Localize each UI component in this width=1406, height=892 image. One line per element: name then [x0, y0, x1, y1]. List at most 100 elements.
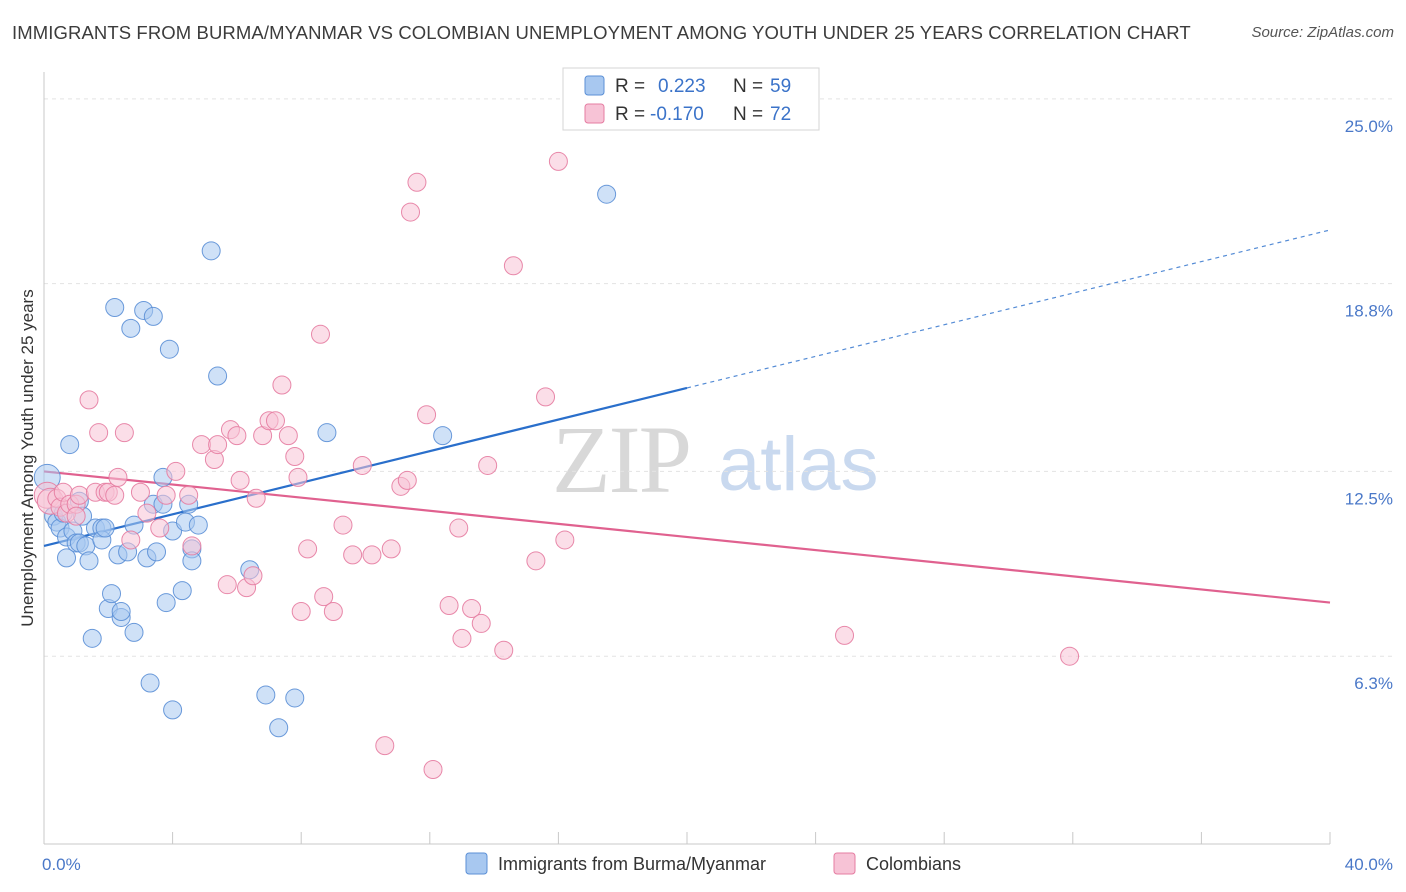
y-tick-label-1: 12.5%: [1345, 489, 1393, 508]
point-series-1-49: [343, 545, 363, 565]
point-series-1-61: [449, 518, 469, 538]
legend-r-label-colombians: R =: [615, 104, 645, 125]
point-series-1-40: [278, 426, 298, 446]
point-series-0-56: [597, 184, 617, 204]
point-series-1-52: [375, 736, 395, 756]
point-series-1-50: [352, 455, 372, 475]
legend-n-label-colombians: N =: [733, 104, 763, 125]
watermark-atlas: atlas: [718, 422, 879, 507]
point-series-1-69: [536, 387, 556, 407]
point-series-1-63: [462, 599, 482, 619]
point-series-1-25: [182, 536, 202, 556]
bottom-legend-label-burma: Immigrants from Burma/Myanmar: [498, 854, 766, 874]
series-colombians-points: [33, 151, 1080, 779]
point-series-0-33: [143, 306, 163, 326]
point-series-1-21: [150, 518, 170, 538]
point-series-1-67: [503, 256, 523, 276]
trend-extension-series-0: [686, 229, 1331, 389]
point-series-1-10: [79, 390, 99, 410]
legend-r-label-burma: R =: [615, 76, 645, 97]
point-series-1-56: [401, 202, 421, 222]
tick-labels: 6.3% 12.5% 18.8% 25.0% 0.0% 40.0%: [42, 117, 1393, 874]
point-series-0-53: [285, 688, 305, 708]
chart-title: IMMIGRANTS FROM BURMA/MYANMAR VS COLOMBI…: [12, 22, 1191, 43]
point-series-1-32: [230, 470, 250, 490]
point-series-1-24: [179, 485, 199, 505]
grid-lines: [44, 98, 1392, 657]
x-tick-label-1: 40.0%: [1345, 855, 1393, 874]
y-tick-label-3: 25.0%: [1345, 117, 1393, 136]
chart-source: Source: ZipAtlas.com: [1251, 24, 1394, 41]
point-series-1-47: [323, 602, 343, 622]
point-series-0-21: [102, 584, 122, 604]
legend-r-value-colombians: -0.170: [650, 104, 704, 125]
bottom-legend-label-colombians: Colombians: [866, 854, 961, 874]
point-series-0-32: [140, 673, 160, 693]
point-series-0-19: [95, 518, 115, 538]
point-series-1-28: [208, 435, 228, 455]
watermark-zip: ZIP: [552, 406, 690, 513]
point-series-1-16: [108, 467, 128, 487]
legend-n-value-colombians: 72: [770, 104, 791, 125]
bottom-legend-swatch-burma: [465, 852, 488, 875]
watermark: ZIP atlas: [552, 406, 879, 513]
x-tick-label-0: 0.0%: [42, 855, 81, 874]
point-series-1-31: [227, 426, 247, 446]
point-series-1-41: [285, 447, 305, 467]
point-series-1-57: [407, 172, 427, 192]
point-series-0-38: [156, 593, 176, 613]
point-series-0-15: [82, 628, 102, 648]
point-series-0-39: [159, 339, 179, 359]
point-series-1-44: [298, 539, 318, 559]
point-series-1-64: [471, 613, 491, 633]
point-series-1-17: [114, 423, 134, 443]
point-series-0-14: [79, 551, 99, 571]
point-series-1-45: [310, 324, 330, 344]
point-series-0-49: [208, 366, 228, 386]
point-series-1-8: [66, 506, 86, 526]
point-series-1-19: [130, 482, 150, 502]
point-series-1-9: [69, 485, 89, 505]
point-series-1-59: [423, 759, 443, 779]
legend-box: [562, 67, 820, 131]
legend-r-value-burma: 0.223: [658, 76, 706, 97]
y-axis-title: Unemployment Among Youth under 25 years: [18, 289, 37, 626]
point-series-1-20: [137, 503, 157, 523]
point-series-1-15: [105, 485, 125, 505]
point-series-1-68: [526, 551, 546, 571]
point-series-0-54: [317, 423, 337, 443]
point-series-1-53: [381, 539, 401, 559]
point-series-1-60: [439, 596, 459, 616]
point-series-1-71: [555, 530, 575, 550]
point-series-0-22: [105, 297, 125, 317]
point-series-1-26: [192, 435, 212, 455]
point-series-0-48: [201, 241, 221, 261]
point-series-1-34: [243, 566, 263, 586]
point-series-0-25: [111, 602, 131, 622]
point-series-1-29: [217, 575, 237, 595]
point-series-1-66: [494, 640, 514, 660]
y-tick-label-0: 6.3%: [1354, 674, 1393, 693]
point-series-0-35: [147, 542, 167, 562]
point-series-0-42: [172, 581, 192, 601]
correlation-legend: R = 0.223 N = 59 R = -0.170 N = 72: [562, 67, 820, 131]
point-series-1-72: [835, 625, 855, 645]
point-series-1-42: [288, 467, 308, 487]
point-series-0-47: [188, 515, 208, 535]
point-series-0-28: [124, 622, 144, 642]
point-series-1-62: [452, 628, 472, 648]
point-series-1-58: [417, 405, 437, 425]
point-series-1-23: [166, 461, 186, 481]
point-series-1-39: [272, 375, 292, 395]
legend-n-label-burma: N =: [733, 76, 763, 97]
legend-n-value-burma: 59: [770, 76, 791, 97]
point-series-1-43: [291, 602, 311, 622]
point-series-0-41: [163, 700, 183, 720]
point-series-0-51: [256, 685, 276, 705]
point-series-1-51: [362, 545, 382, 565]
point-series-1-65: [478, 455, 498, 475]
series-legend: Immigrants from Burma/Myanmar Colombians: [465, 852, 961, 875]
point-series-0-55: [433, 426, 453, 446]
point-series-0-52: [269, 718, 289, 738]
